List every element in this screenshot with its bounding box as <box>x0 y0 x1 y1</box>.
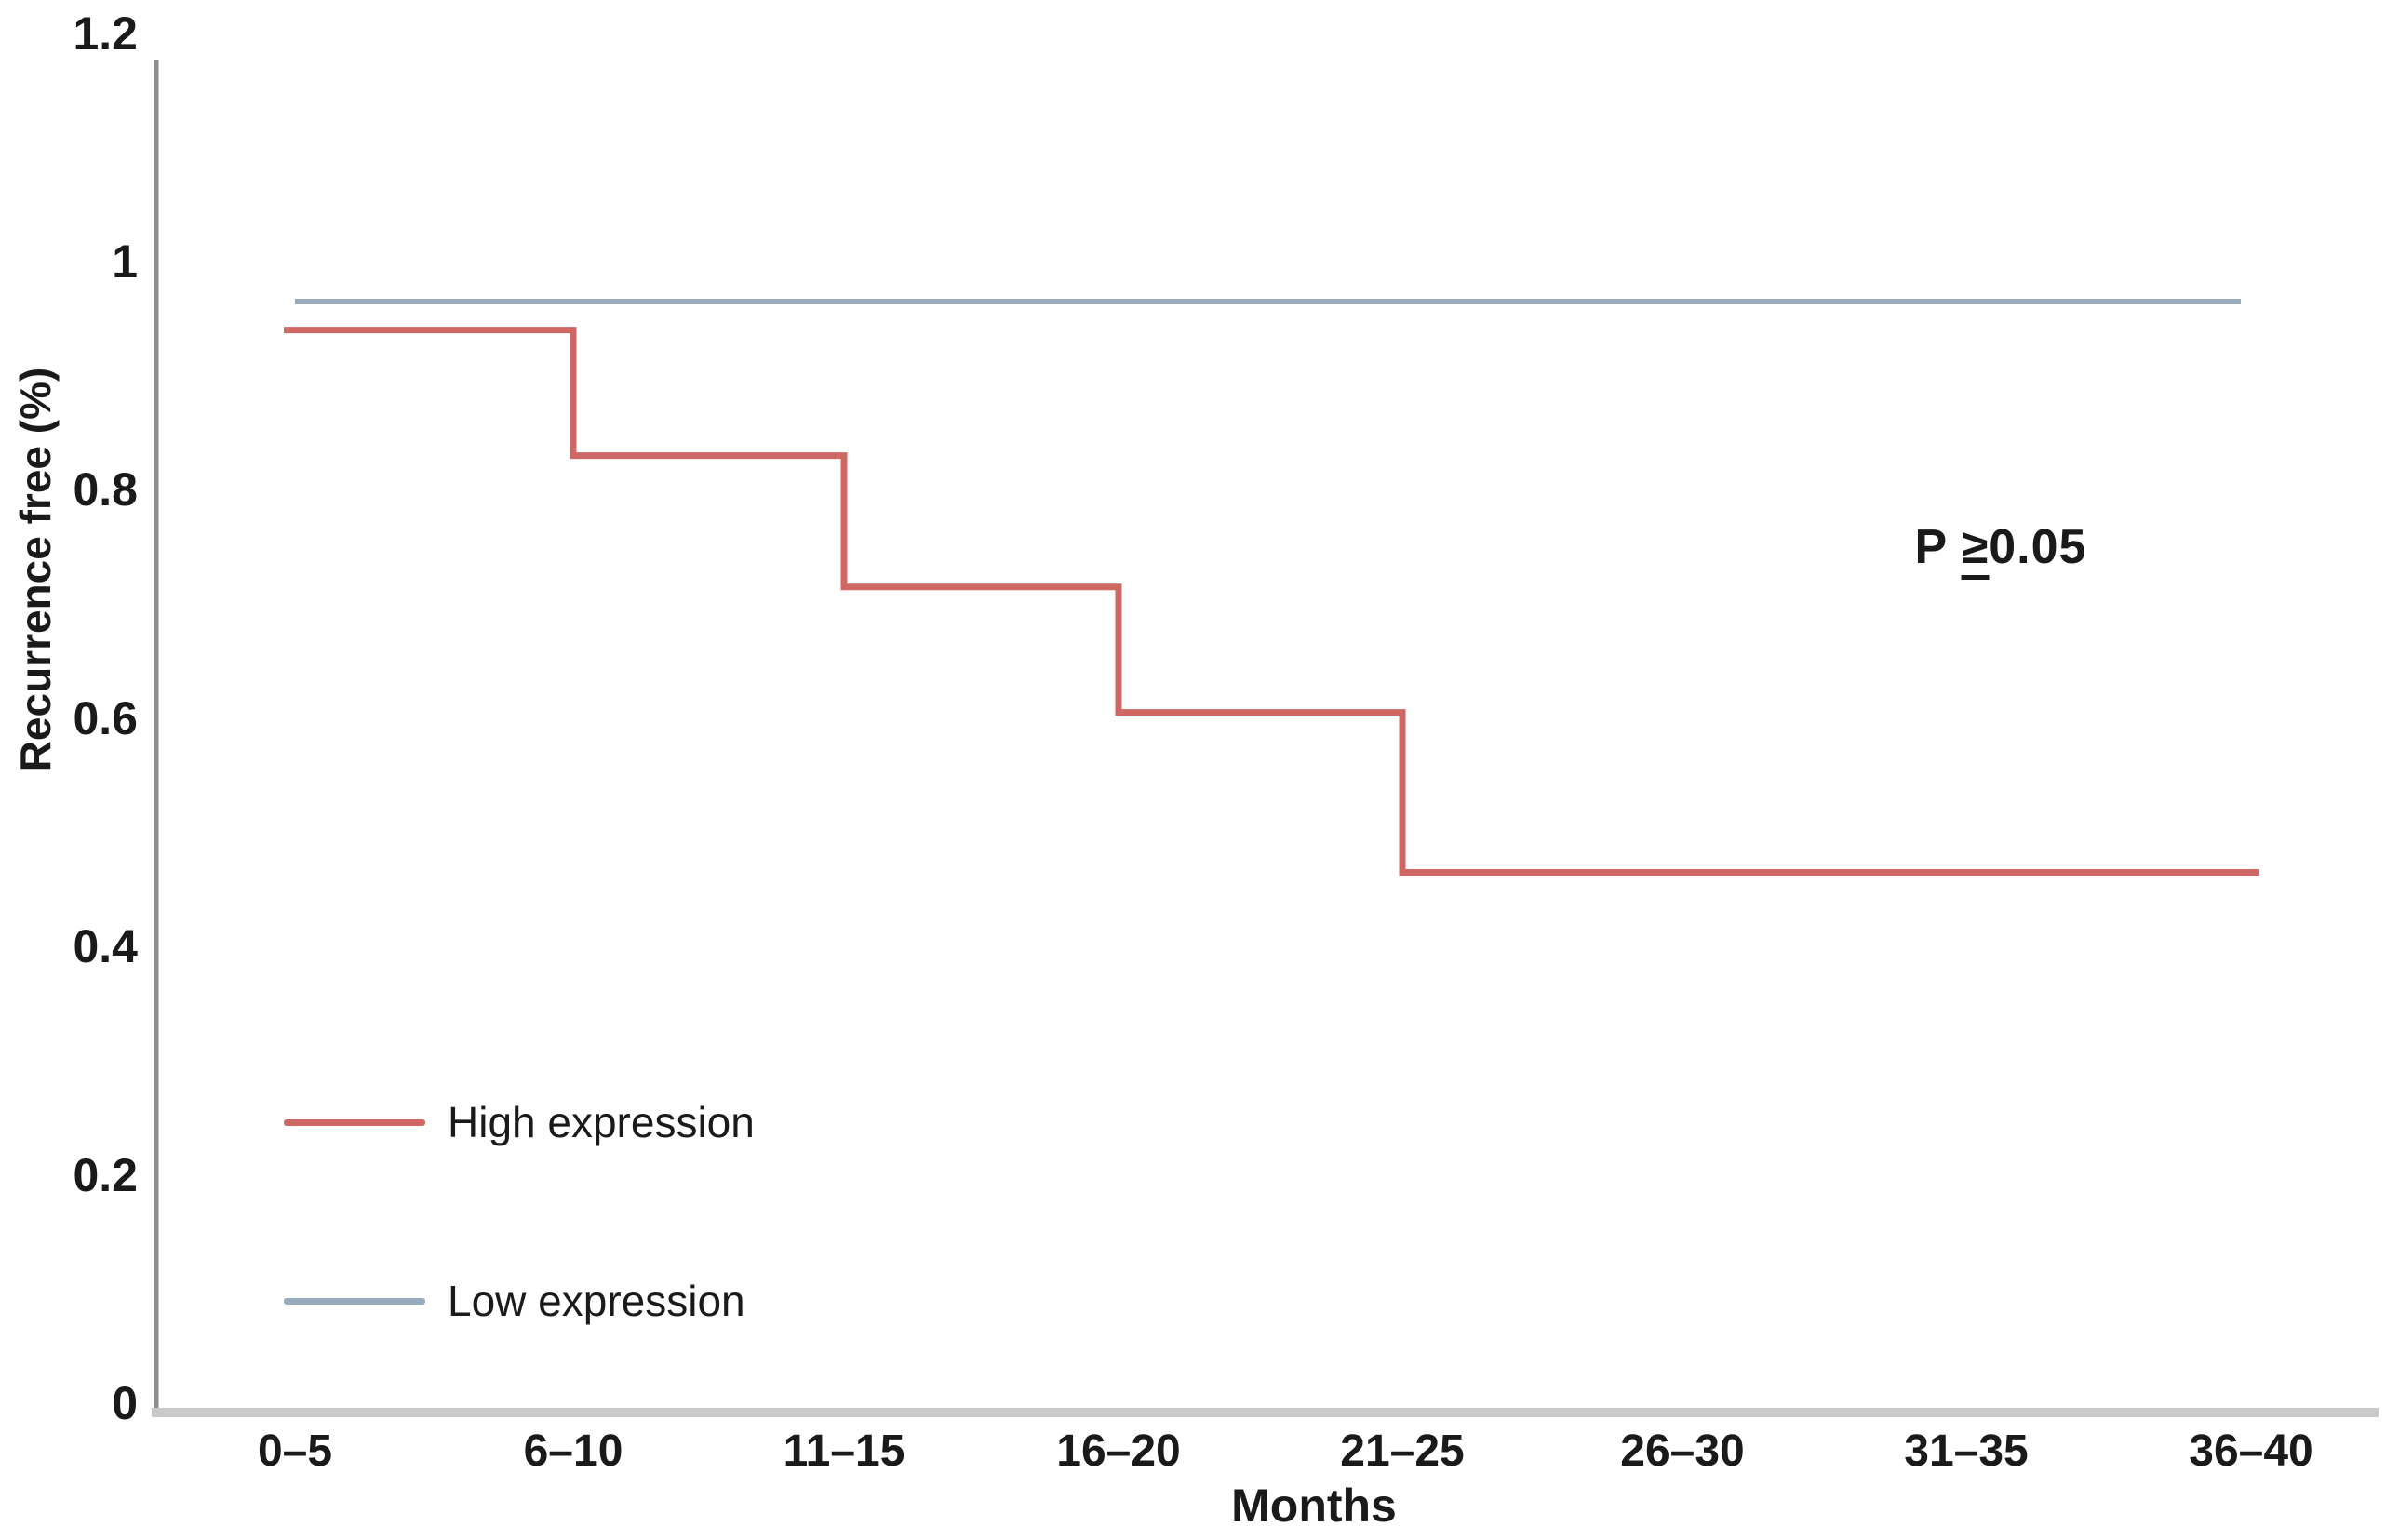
x-tick-label: 31–35 <box>1904 1426 2029 1476</box>
x-tick-label: 21–25 <box>1340 1426 1465 1476</box>
x-tick-label: 0–5 <box>257 1426 333 1476</box>
y-tick-label: 0.4 <box>73 920 138 973</box>
x-tick-label: 6–10 <box>523 1426 623 1476</box>
series-line-high-expression <box>284 327 2259 876</box>
legend-item-low-expression: Low expression <box>284 1273 745 1329</box>
greater-equal-symbol: ≥ <box>1961 520 1990 580</box>
legend-item-high-expression: High expression <box>284 1094 755 1150</box>
x-tick-label: 26–30 <box>1620 1426 1745 1476</box>
p-value-annotation: P ≥0.05 <box>1914 519 2087 580</box>
y-tick-label: 0.6 <box>73 691 138 744</box>
y-tick-label: 1 <box>112 235 138 288</box>
y-tick-label: 0 <box>112 1377 138 1429</box>
x-tick-label: 16–20 <box>1056 1426 1181 1476</box>
low-expression-line-swatch <box>284 1297 425 1305</box>
legend-label: High expression <box>448 1098 755 1146</box>
y-tick-label: 0.8 <box>73 463 138 516</box>
p-value-prefix: P <box>1914 520 1948 574</box>
p-value-number: 0.05 <box>1989 520 2087 574</box>
x-axis-title: Months <box>1231 1480 1397 1532</box>
x-tick-label: 36–40 <box>2189 1426 2313 1476</box>
y-tick-label: 0.2 <box>73 1148 138 1201</box>
y-tick-label: 1.2 <box>73 7 138 60</box>
high-expression-line-swatch <box>284 1118 425 1126</box>
x-tick-label: 11–15 <box>783 1426 905 1476</box>
legend-label: Low expression <box>448 1277 745 1325</box>
